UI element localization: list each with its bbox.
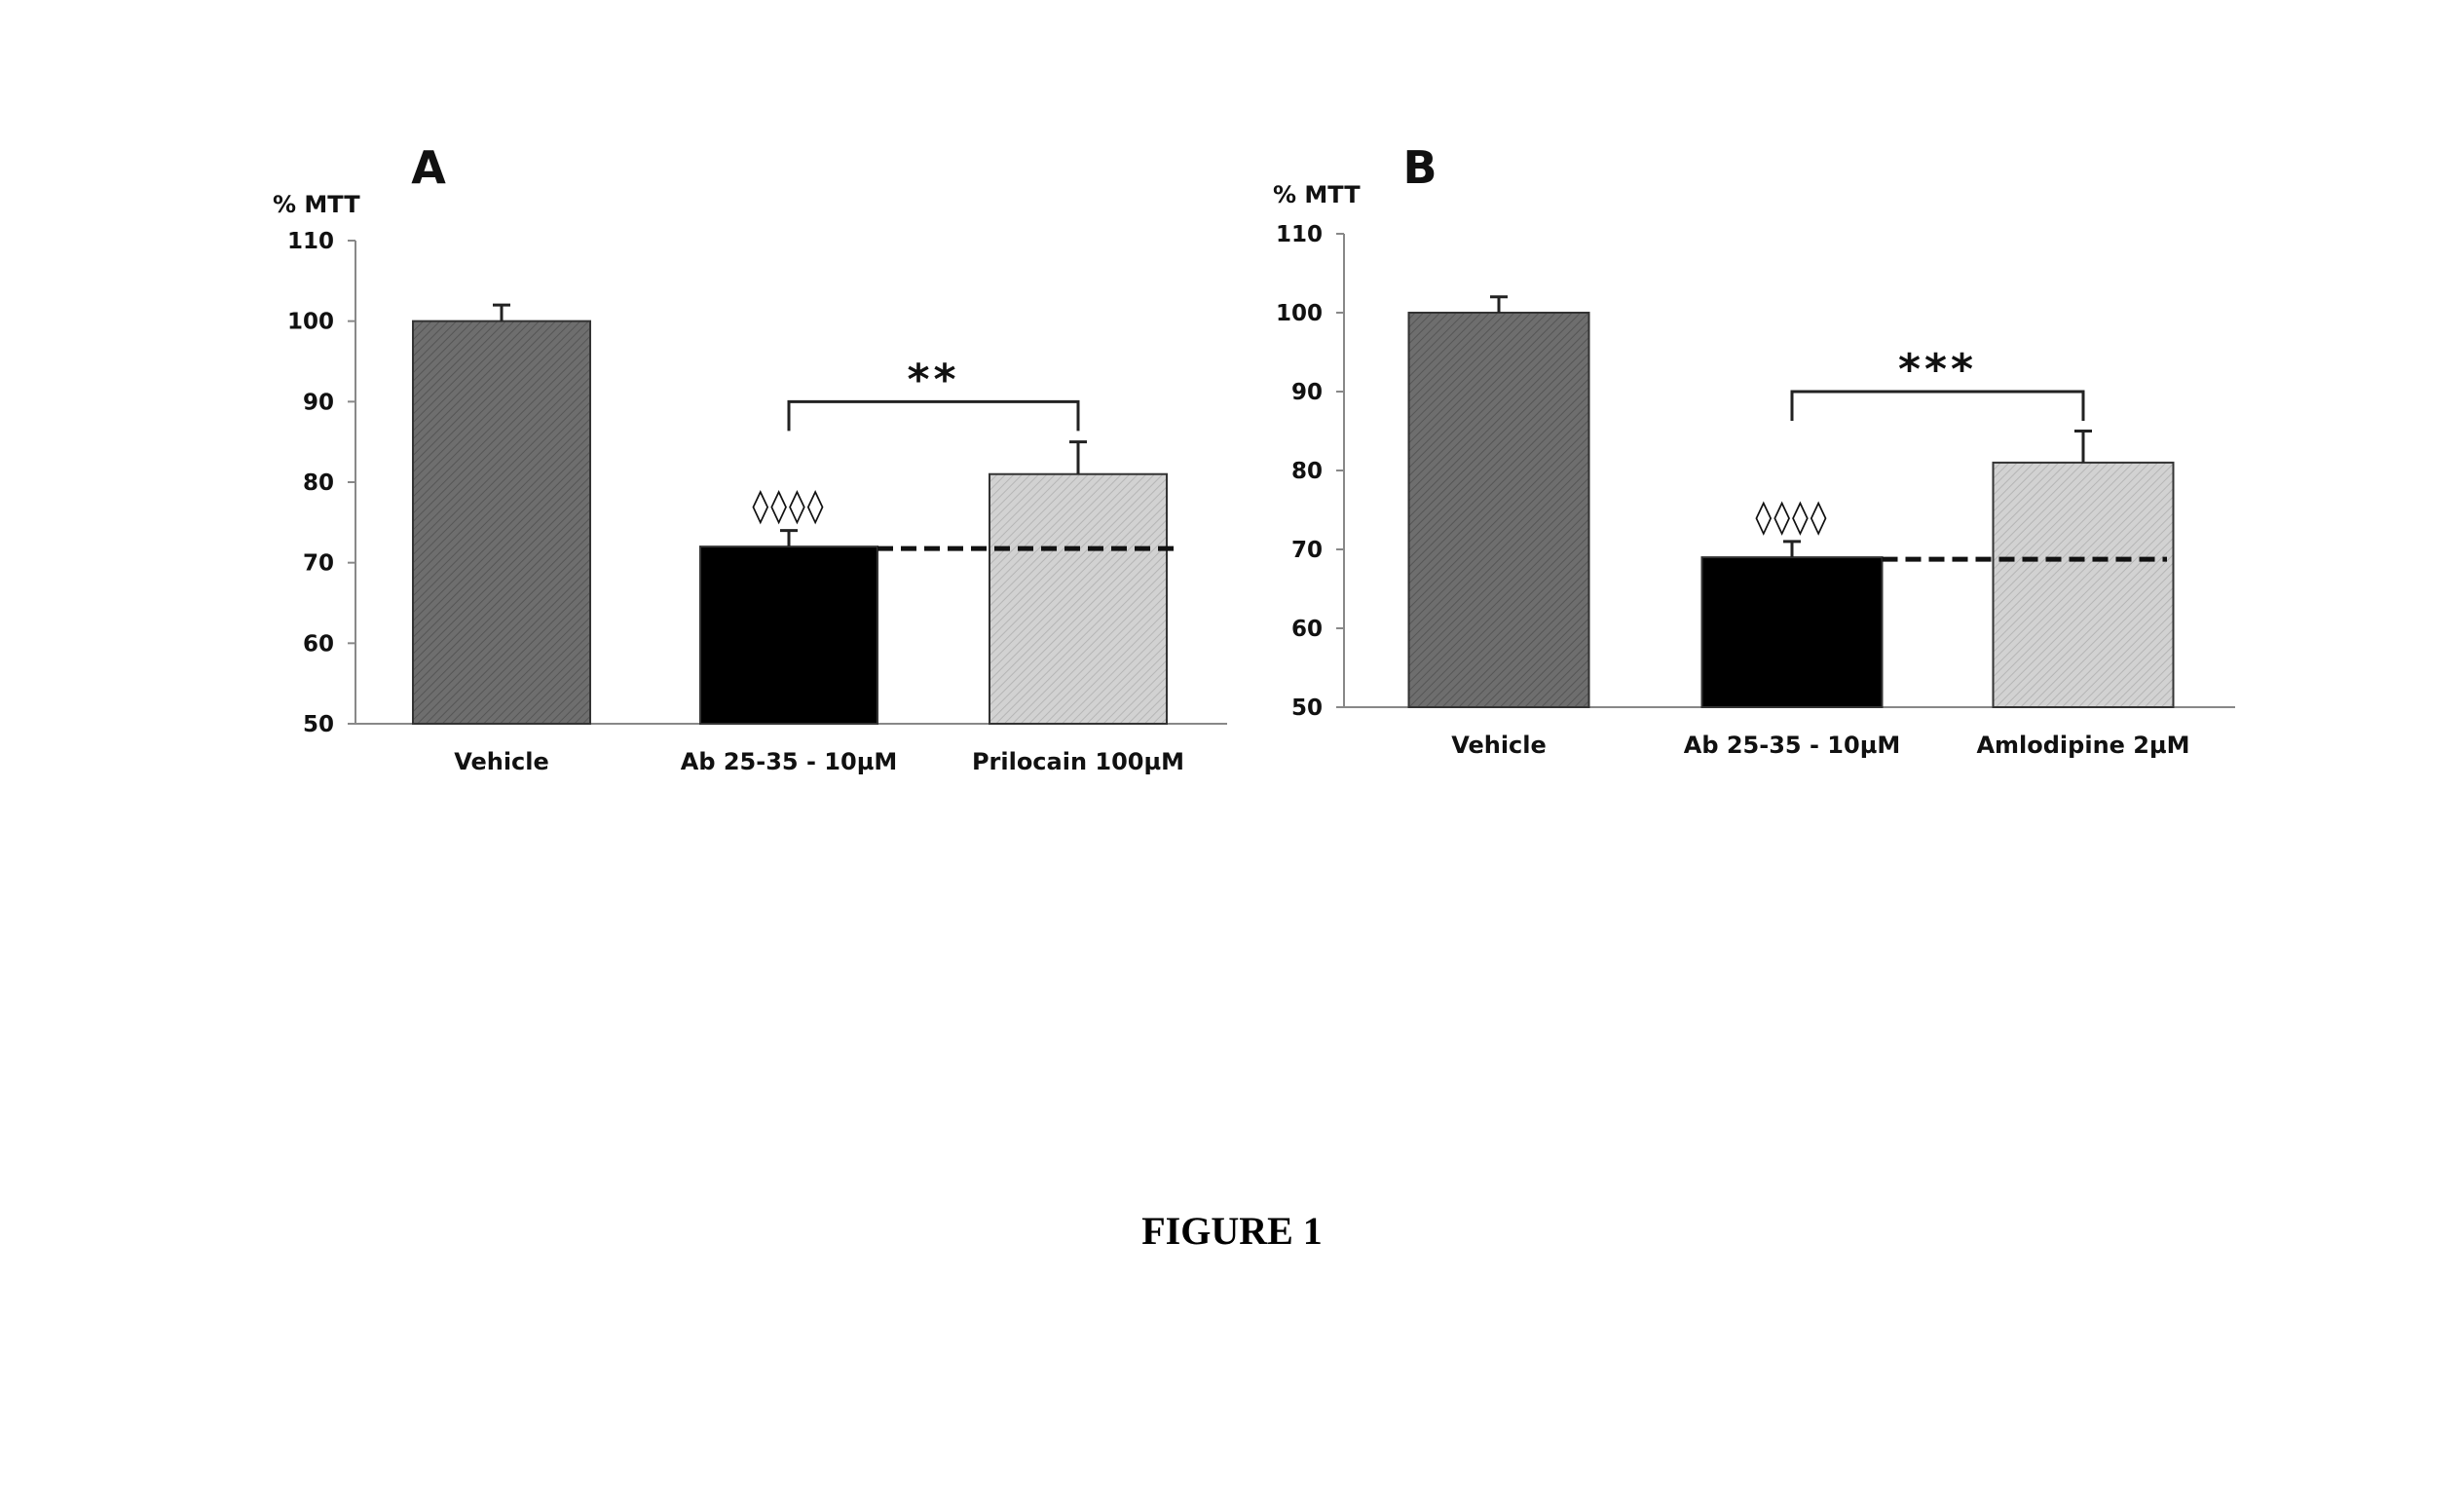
y-tick-label: 70 bbox=[303, 551, 334, 577]
x-category-label: Ab 25-35 - 10µM bbox=[681, 748, 897, 775]
x-category-label: Vehicle bbox=[1451, 732, 1547, 759]
significance-label: ** bbox=[907, 355, 959, 404]
panel-letter: A bbox=[411, 141, 446, 194]
y-tick-label: 50 bbox=[303, 712, 334, 737]
x-category-label: Vehicle bbox=[454, 748, 549, 775]
y-tick-label: 50 bbox=[1291, 696, 1323, 721]
bar bbox=[989, 472, 1168, 725]
significance-bracket bbox=[1790, 390, 2085, 421]
figure-caption: FIGURE 1 bbox=[1141, 1209, 1323, 1253]
chart-panel-a: A % MTT 50 60 70 80 90 100 110 Vehicle Ab 25-35 - … bbox=[273, 141, 1227, 775]
y-tick-label: 100 bbox=[287, 310, 334, 335]
y-tick-label: 100 bbox=[1276, 301, 1323, 326]
y-tick-label: 90 bbox=[303, 390, 334, 415]
bar bbox=[699, 545, 878, 726]
x-category-label: Amlodipine 2µM bbox=[1976, 732, 2189, 759]
significance-marker: ◊◊◊◊ bbox=[752, 487, 825, 526]
x-category-label: Ab 25-35 - 10µM bbox=[1684, 732, 1900, 759]
significance-label: *** bbox=[1898, 345, 1977, 395]
y-tick-label: 80 bbox=[303, 470, 334, 496]
y-axis-label: % MTT bbox=[273, 191, 360, 218]
y-tick-label: 70 bbox=[1291, 538, 1323, 563]
significance-marker: ◊◊◊◊ bbox=[1755, 498, 1828, 537]
bar bbox=[1407, 312, 1590, 708]
bar bbox=[1700, 556, 1884, 708]
panel-letter: B bbox=[1402, 141, 1437, 194]
y-tick-label: 60 bbox=[1291, 617, 1323, 642]
y-tick-label: 60 bbox=[303, 631, 334, 657]
y-tick-label: 90 bbox=[1291, 380, 1323, 405]
y-tick-label: 110 bbox=[1276, 222, 1323, 247]
significance-bracket bbox=[787, 399, 1080, 432]
bar bbox=[412, 320, 591, 725]
y-tick-label: 110 bbox=[287, 229, 334, 254]
bar bbox=[1992, 461, 2175, 708]
chart-panel-b: B % MTT 50 60 70 80 90 100 110 Vehicle Ab 25-35 - … bbox=[1273, 141, 2235, 759]
y-tick-label: 80 bbox=[1291, 459, 1323, 484]
y-axis-label: % MTT bbox=[1273, 181, 1361, 208]
x-category-label: Prilocain 100µM bbox=[972, 748, 1184, 775]
